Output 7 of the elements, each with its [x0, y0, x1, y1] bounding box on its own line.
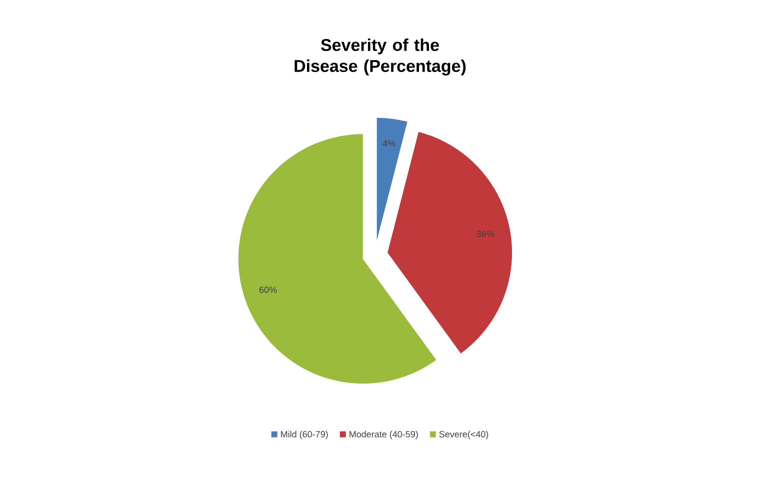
chart-title: Severity of the Disease (Percentage) — [294, 38, 466, 76]
data-label: 36% — [476, 230, 494, 238]
legend-label: Severe(<40) — [439, 430, 488, 440]
legend-label: Moderate (40-59) — [350, 430, 418, 440]
data-label: 4% — [382, 140, 396, 147]
legend-label: Mild (60-79) — [281, 430, 328, 440]
data-label: 60% — [259, 286, 277, 293]
